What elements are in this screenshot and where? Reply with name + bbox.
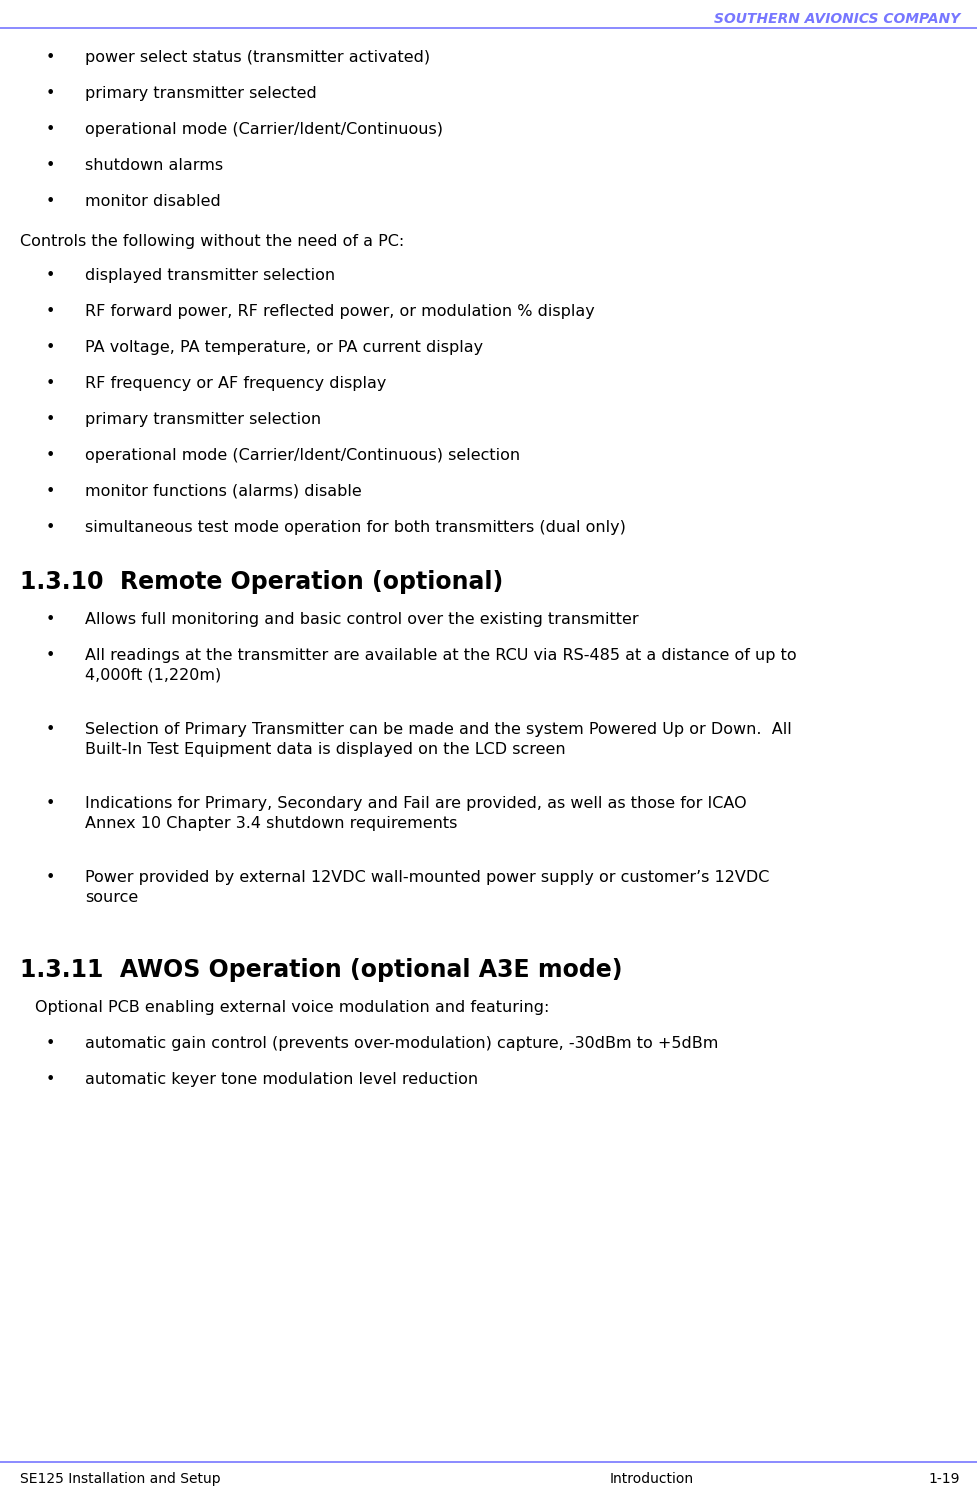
Text: 4,000ft (1,220m): 4,000ft (1,220m) xyxy=(85,668,221,683)
Text: SE125 Installation and Setup: SE125 Installation and Setup xyxy=(20,1473,221,1486)
Text: primary transmitter selected: primary transmitter selected xyxy=(85,87,317,101)
Text: 1-19: 1-19 xyxy=(928,1473,960,1486)
Text: shutdown alarms: shutdown alarms xyxy=(85,158,223,173)
Text: Indications for Primary, Secondary and Fail are provided, as well as those for I: Indications for Primary, Secondary and F… xyxy=(85,797,746,812)
Text: 1.3.10  Remote Operation (optional): 1.3.10 Remote Operation (optional) xyxy=(20,570,503,594)
Text: •: • xyxy=(45,87,55,101)
Text: power select status (transmitter activated): power select status (transmitter activat… xyxy=(85,51,430,66)
Text: automatic keyer tone modulation level reduction: automatic keyer tone modulation level re… xyxy=(85,1071,478,1088)
Text: Built-In Test Equipment data is displayed on the LCD screen: Built-In Test Equipment data is displaye… xyxy=(85,742,566,756)
Text: PA voltage, PA temperature, or PA current display: PA voltage, PA temperature, or PA curren… xyxy=(85,340,483,355)
Text: operational mode (Carrier/Ident/Continuous): operational mode (Carrier/Ident/Continuo… xyxy=(85,122,443,137)
Text: Annex 10 Chapter 3.4 shutdown requirements: Annex 10 Chapter 3.4 shutdown requiremen… xyxy=(85,816,457,831)
Text: •: • xyxy=(45,1071,55,1088)
Text: •: • xyxy=(45,304,55,319)
Text: •: • xyxy=(45,269,55,283)
Text: Optional PCB enabling external voice modulation and featuring:: Optional PCB enabling external voice mod… xyxy=(35,1000,549,1015)
Text: Power provided by external 12VDC wall-mounted power supply or customer’s 12VDC: Power provided by external 12VDC wall-mo… xyxy=(85,870,769,885)
Text: •: • xyxy=(45,521,55,536)
Text: •: • xyxy=(45,797,55,812)
Text: Selection of Primary Transmitter can be made and the system Powered Up or Down. : Selection of Primary Transmitter can be … xyxy=(85,722,791,737)
Text: SOUTHERN AVIONICS COMPANY: SOUTHERN AVIONICS COMPANY xyxy=(714,12,960,25)
Text: •: • xyxy=(45,648,55,662)
Text: •: • xyxy=(45,1035,55,1050)
Text: •: • xyxy=(45,51,55,66)
Text: displayed transmitter selection: displayed transmitter selection xyxy=(85,269,335,283)
Text: 1.3.11  AWOS Operation (optional A3E mode): 1.3.11 AWOS Operation (optional A3E mode… xyxy=(20,958,622,982)
Text: automatic gain control (prevents over-modulation) capture, -30dBm to +5dBm: automatic gain control (prevents over-mo… xyxy=(85,1035,718,1050)
Text: All readings at the transmitter are available at the RCU via RS-485 at a distanc: All readings at the transmitter are avai… xyxy=(85,648,796,662)
Text: Introduction: Introduction xyxy=(610,1473,694,1486)
Text: •: • xyxy=(45,122,55,137)
Text: •: • xyxy=(45,483,55,498)
Text: •: • xyxy=(45,194,55,209)
Text: Allows full monitoring and basic control over the existing transmitter: Allows full monitoring and basic control… xyxy=(85,612,639,627)
Text: Controls the following without the need of a PC:: Controls the following without the need … xyxy=(20,234,404,249)
Text: monitor disabled: monitor disabled xyxy=(85,194,221,209)
Text: primary transmitter selection: primary transmitter selection xyxy=(85,412,321,427)
Text: operational mode (Carrier/Ident/Continuous) selection: operational mode (Carrier/Ident/Continuo… xyxy=(85,448,520,463)
Text: •: • xyxy=(45,612,55,627)
Text: monitor functions (alarms) disable: monitor functions (alarms) disable xyxy=(85,483,361,498)
Text: •: • xyxy=(45,448,55,463)
Text: RF forward power, RF reflected power, or modulation % display: RF forward power, RF reflected power, or… xyxy=(85,304,595,319)
Text: •: • xyxy=(45,158,55,173)
Text: •: • xyxy=(45,722,55,737)
Text: RF frequency or AF frequency display: RF frequency or AF frequency display xyxy=(85,376,386,391)
Text: source: source xyxy=(85,891,139,906)
Text: •: • xyxy=(45,412,55,427)
Text: •: • xyxy=(45,870,55,885)
Text: •: • xyxy=(45,376,55,391)
Text: •: • xyxy=(45,340,55,355)
Text: simultaneous test mode operation for both transmitters (dual only): simultaneous test mode operation for bot… xyxy=(85,521,626,536)
